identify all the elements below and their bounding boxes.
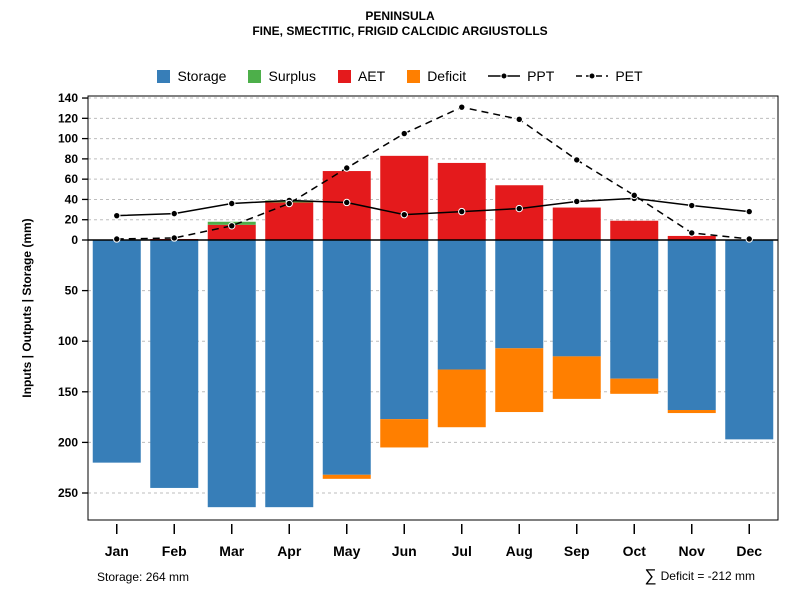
dashed-line-icon [576,72,609,80]
legend-label-surplus: Surplus [268,68,316,84]
svg-text:Oct: Oct [623,543,647,559]
chart-subtitle: FINE, SMECTITIC, FRIGID CALCIDIC ARGIUST… [252,24,548,38]
legend-label-ppt: PPT [527,68,555,84]
chart-title: PENINSULA [365,9,435,23]
legend-item-pet: PET [576,68,643,84]
aet-swatch [337,69,351,83]
deficit-swatch [407,69,421,83]
svg-text:20: 20 [65,213,79,227]
svg-text:Jan: Jan [105,543,129,559]
svg-text:200: 200 [58,435,78,449]
legend-item-deficit: Deficit [407,68,466,84]
chart-legend: Storage Surplus AET Deficit PPT PET [0,68,800,84]
legend-item-ppt: PPT [488,68,554,84]
svg-text:100: 100 [58,132,78,146]
svg-text:0: 0 [71,233,78,247]
svg-text:Nov: Nov [679,543,706,559]
svg-text:80: 80 [65,152,79,166]
svg-text:Sep: Sep [564,543,590,559]
surplus-swatch [248,69,262,83]
svg-text:50: 50 [65,284,79,298]
svg-text:Feb: Feb [162,543,187,559]
svg-text:100: 100 [58,334,78,348]
legend-item-aet: AET [337,68,386,84]
legend-item-storage: Storage [157,68,226,84]
legend-label-deficit: Deficit [427,68,467,84]
svg-text:Aug: Aug [506,543,533,559]
svg-text:40: 40 [65,192,79,206]
svg-text:Jul: Jul [452,543,472,559]
svg-text:Apr: Apr [277,543,302,559]
legend-label-storage: Storage [177,68,227,84]
svg-text:140: 140 [58,91,78,105]
storage-annotation: Storage: 264 mm [97,570,190,584]
svg-text:250: 250 [58,486,78,500]
svg-text:150: 150 [58,385,78,399]
legend-label-aet: AET [357,68,386,84]
svg-text:May: May [333,543,360,559]
deficit-annotation: ∑ Deficit = -212 mm [645,567,755,584]
svg-text:Jun: Jun [392,543,417,559]
sigma-symbol: ∑ [644,566,657,585]
svg-text:120: 120 [58,111,78,125]
legend-item-surplus: Surplus [248,68,316,84]
deficit-sum-text: Deficit = -212 mm [660,568,755,583]
svg-text:60: 60 [65,172,79,186]
solid-line-icon [488,72,521,80]
svg-text:Mar: Mar [219,543,244,559]
legend-label-pet: PET [615,68,643,84]
svg-text:Dec: Dec [736,543,762,559]
storage-swatch [157,69,171,83]
